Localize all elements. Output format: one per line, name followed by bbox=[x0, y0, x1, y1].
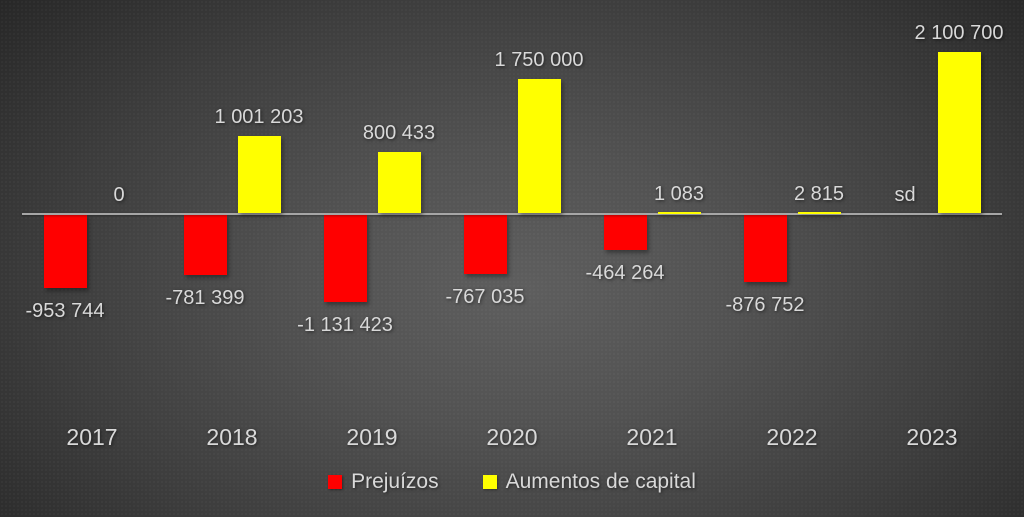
bar-aumentosdecapital-2021 bbox=[657, 212, 701, 214]
bar-aumentosdecapital-2023 bbox=[937, 51, 981, 214]
legend-swatch-red-icon bbox=[328, 474, 343, 489]
bar-prejuizos-2017 bbox=[43, 214, 87, 288]
category-label-2022: 2022 bbox=[766, 424, 818, 450]
legend-swatch-yellow-icon bbox=[482, 474, 497, 489]
value-label-prejuizos-2020: -767 035 bbox=[445, 285, 525, 308]
bar-aumentosdecapital-2022 bbox=[797, 212, 841, 214]
legend-item-prejuizos: Prejuízos bbox=[328, 469, 439, 494]
category-label-2017: 2017 bbox=[66, 424, 118, 450]
bar-prejuizos-2020 bbox=[463, 214, 507, 274]
legend: Prejuízos Aumentos de capital bbox=[0, 469, 1024, 494]
value-label-prejuizos-2018: -781 399 bbox=[165, 286, 245, 309]
bar-aumentosdecapital-2018 bbox=[237, 136, 281, 214]
bar-prejuizos-2022 bbox=[743, 214, 787, 282]
category-label-2023: 2023 bbox=[906, 424, 958, 450]
category-label-2019: 2019 bbox=[346, 424, 398, 450]
value-label-prejuizos-2017: -953 744 bbox=[25, 299, 105, 322]
value-label-prejuizos-2022: -876 752 bbox=[725, 293, 805, 316]
category-label-2020: 2020 bbox=[486, 424, 538, 450]
legend-label-aumentos: Aumentos de capital bbox=[505, 470, 696, 493]
value-label-aumentosdecapital-2022: 2 815 bbox=[793, 183, 845, 206]
value-label-aumentosdecapital-2019: 800 433 bbox=[362, 121, 436, 144]
bar-prejuizos-2018 bbox=[183, 214, 227, 275]
bar-aumentosdecapital-2019 bbox=[377, 151, 421, 214]
value-label-aumentosdecapital-2020: 1 750 000 bbox=[494, 48, 584, 71]
value-label-aumentosdecapital-2021: 1 083 bbox=[653, 183, 705, 206]
value-label-prejuizos-2019: -1 131 423 bbox=[297, 313, 393, 336]
value-label-aumentosdecapital-2018: 1 001 203 bbox=[214, 106, 304, 129]
bar-prejuizos-2019 bbox=[323, 214, 367, 302]
legend-item-aumentos: Aumentos de capital bbox=[482, 469, 696, 494]
value-label-aumentosdecapital-2023: 2 100 700 bbox=[914, 21, 1004, 44]
value-label-prejuizos-2023: sd bbox=[894, 183, 916, 206]
value-label-prejuizos-2021: -464 264 bbox=[585, 262, 665, 285]
bar-aumentosdecapital-2020 bbox=[517, 78, 561, 214]
category-label-2021: 2021 bbox=[626, 424, 678, 450]
category-label-2018: 2018 bbox=[206, 424, 258, 450]
legend-label-prejuizos: Prejuízos bbox=[351, 470, 439, 493]
value-label-aumentosdecapital-2017: 0 bbox=[113, 183, 125, 206]
bar-prejuizos-2021 bbox=[603, 214, 647, 251]
x-axis-line bbox=[22, 212, 1002, 215]
